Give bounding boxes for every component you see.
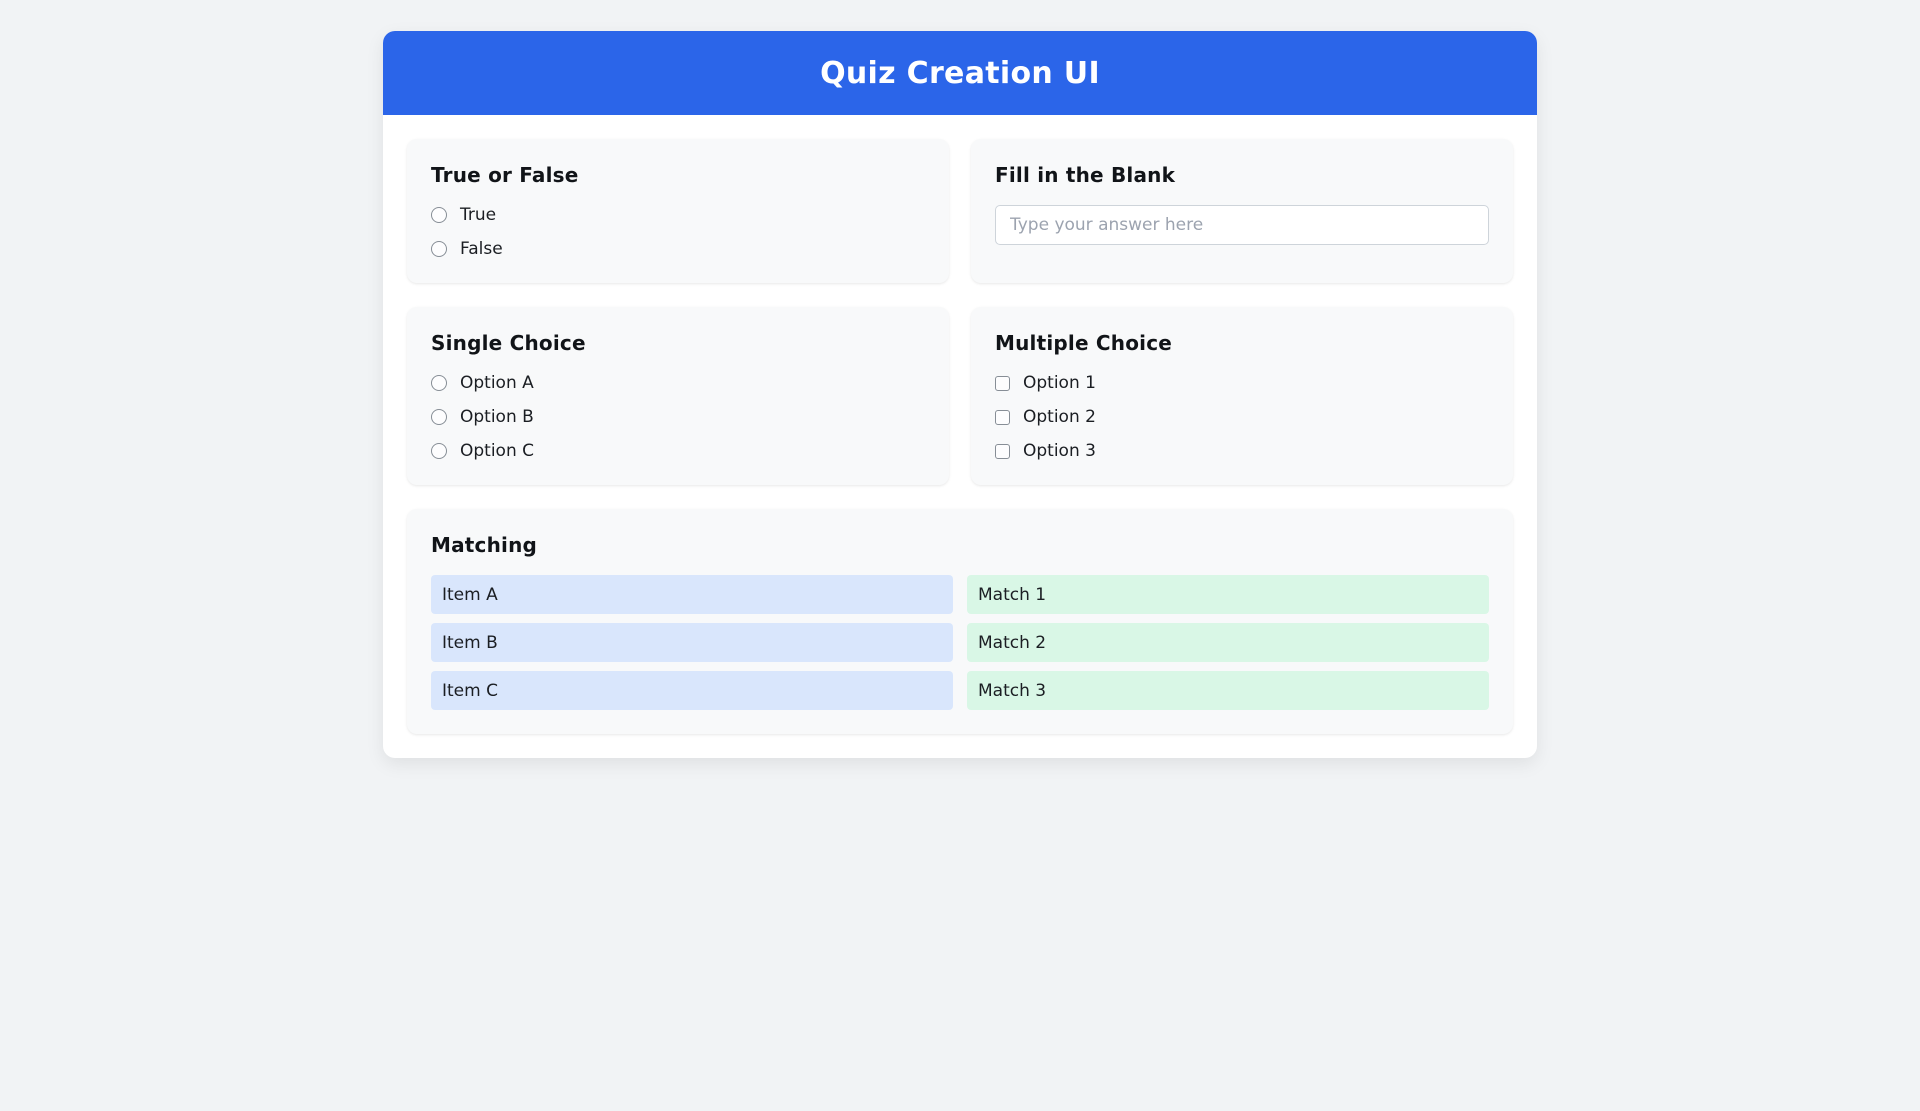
false-radio[interactable] [431,241,447,257]
quiz-card: Quiz Creation UI True or False True Fals… [383,31,1537,758]
option-3-row[interactable]: Option 3 [995,441,1489,461]
option-c-row[interactable]: Option C [431,441,925,461]
section-true-false: True or False True False [407,139,949,283]
single-choice-title: Single Choice [431,331,586,355]
quiz-content: True or False True False Fill in the Bla… [383,115,1537,758]
option-3-checkbox[interactable] [995,443,1010,459]
option-3-label: Option 3 [1023,441,1096,461]
option-b-radio[interactable] [431,409,447,425]
match-target-2[interactable]: Match 2 [967,623,1489,662]
true-option-row[interactable]: True [431,205,925,225]
true-false-title: True or False [431,163,579,187]
option-1-label: Option 1 [1023,373,1096,393]
fill-blank-title: Fill in the Blank [995,163,1176,187]
option-c-radio[interactable] [431,443,447,459]
false-option-label: False [460,239,503,259]
answer-input[interactable] [995,205,1489,245]
match-target-3[interactable]: Match 3 [967,671,1489,710]
matching-title: Matching [431,533,538,557]
option-2-checkbox[interactable] [995,409,1010,425]
option-2-label: Option 2 [1023,407,1096,427]
match-target-1[interactable]: Match 1 [967,575,1489,614]
match-item-b[interactable]: Item B [431,623,953,662]
option-1-checkbox[interactable] [995,375,1010,391]
app-header: Quiz Creation UI [383,31,1537,115]
match-item-c[interactable]: Item C [431,671,953,710]
option-b-label: Option B [460,407,534,427]
match-item-a[interactable]: Item A [431,575,953,614]
page-title: Quiz Creation UI [820,55,1100,91]
section-single-choice: Single Choice Option A Option B Option C [407,307,949,485]
option-a-row[interactable]: Option A [431,373,925,393]
option-2-row[interactable]: Option 2 [995,407,1489,427]
section-fill-blank: Fill in the Blank [971,139,1513,283]
matching-grid: Item A Match 1 Item B Match 2 Item C Mat… [431,575,1489,710]
section-multiple-choice: Multiple Choice Option 1 Option 2 Option… [971,307,1513,485]
option-a-radio[interactable] [431,375,447,391]
multiple-choice-title: Multiple Choice [995,331,1173,355]
false-option-row[interactable]: False [431,239,925,259]
option-c-label: Option C [460,441,535,461]
true-option-label: True [460,205,497,225]
option-b-row[interactable]: Option B [431,407,925,427]
true-radio[interactable] [431,207,447,223]
option-a-label: Option A [460,373,534,393]
section-matching: Matching Item A Match 1 Item B Match 2 I… [407,509,1513,734]
option-1-row[interactable]: Option 1 [995,373,1489,393]
